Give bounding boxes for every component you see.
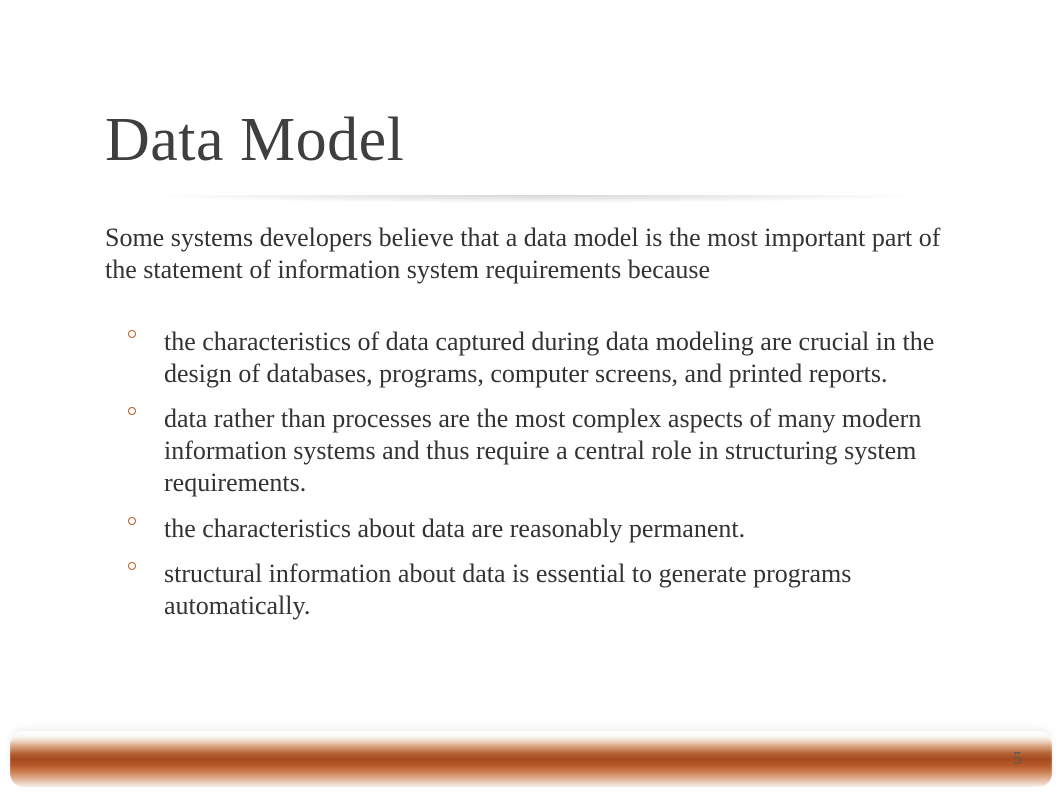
bullet-text: structural information about data is ess…	[164, 559, 851, 620]
list-item: data rather than processes are the most …	[128, 403, 963, 498]
bullet-text: data rather than processes are the most …	[164, 404, 921, 496]
bullet-icon	[128, 517, 136, 525]
bullet-list: the characteristics of data captured dur…	[128, 326, 963, 636]
page-number: 5	[1013, 748, 1022, 769]
slide: Data Model Some systems developers belie…	[0, 0, 1062, 797]
bullet-icon	[128, 562, 136, 570]
title-underline	[97, 195, 977, 205]
slide-title: Data Model	[105, 105, 404, 176]
footer-bar	[10, 731, 1052, 787]
list-item: the characteristics of data captured dur…	[128, 326, 963, 389]
bullet-icon	[128, 330, 136, 338]
intro-text: Some systems developers believe that a d…	[105, 222, 960, 285]
bullet-icon	[128, 407, 136, 415]
bullet-text: the characteristics of data captured dur…	[164, 327, 934, 388]
list-item: structural information about data is ess…	[128, 558, 963, 621]
list-item: the characteristics about data are reaso…	[128, 513, 963, 545]
bullet-text: the characteristics about data are reaso…	[164, 514, 745, 543]
